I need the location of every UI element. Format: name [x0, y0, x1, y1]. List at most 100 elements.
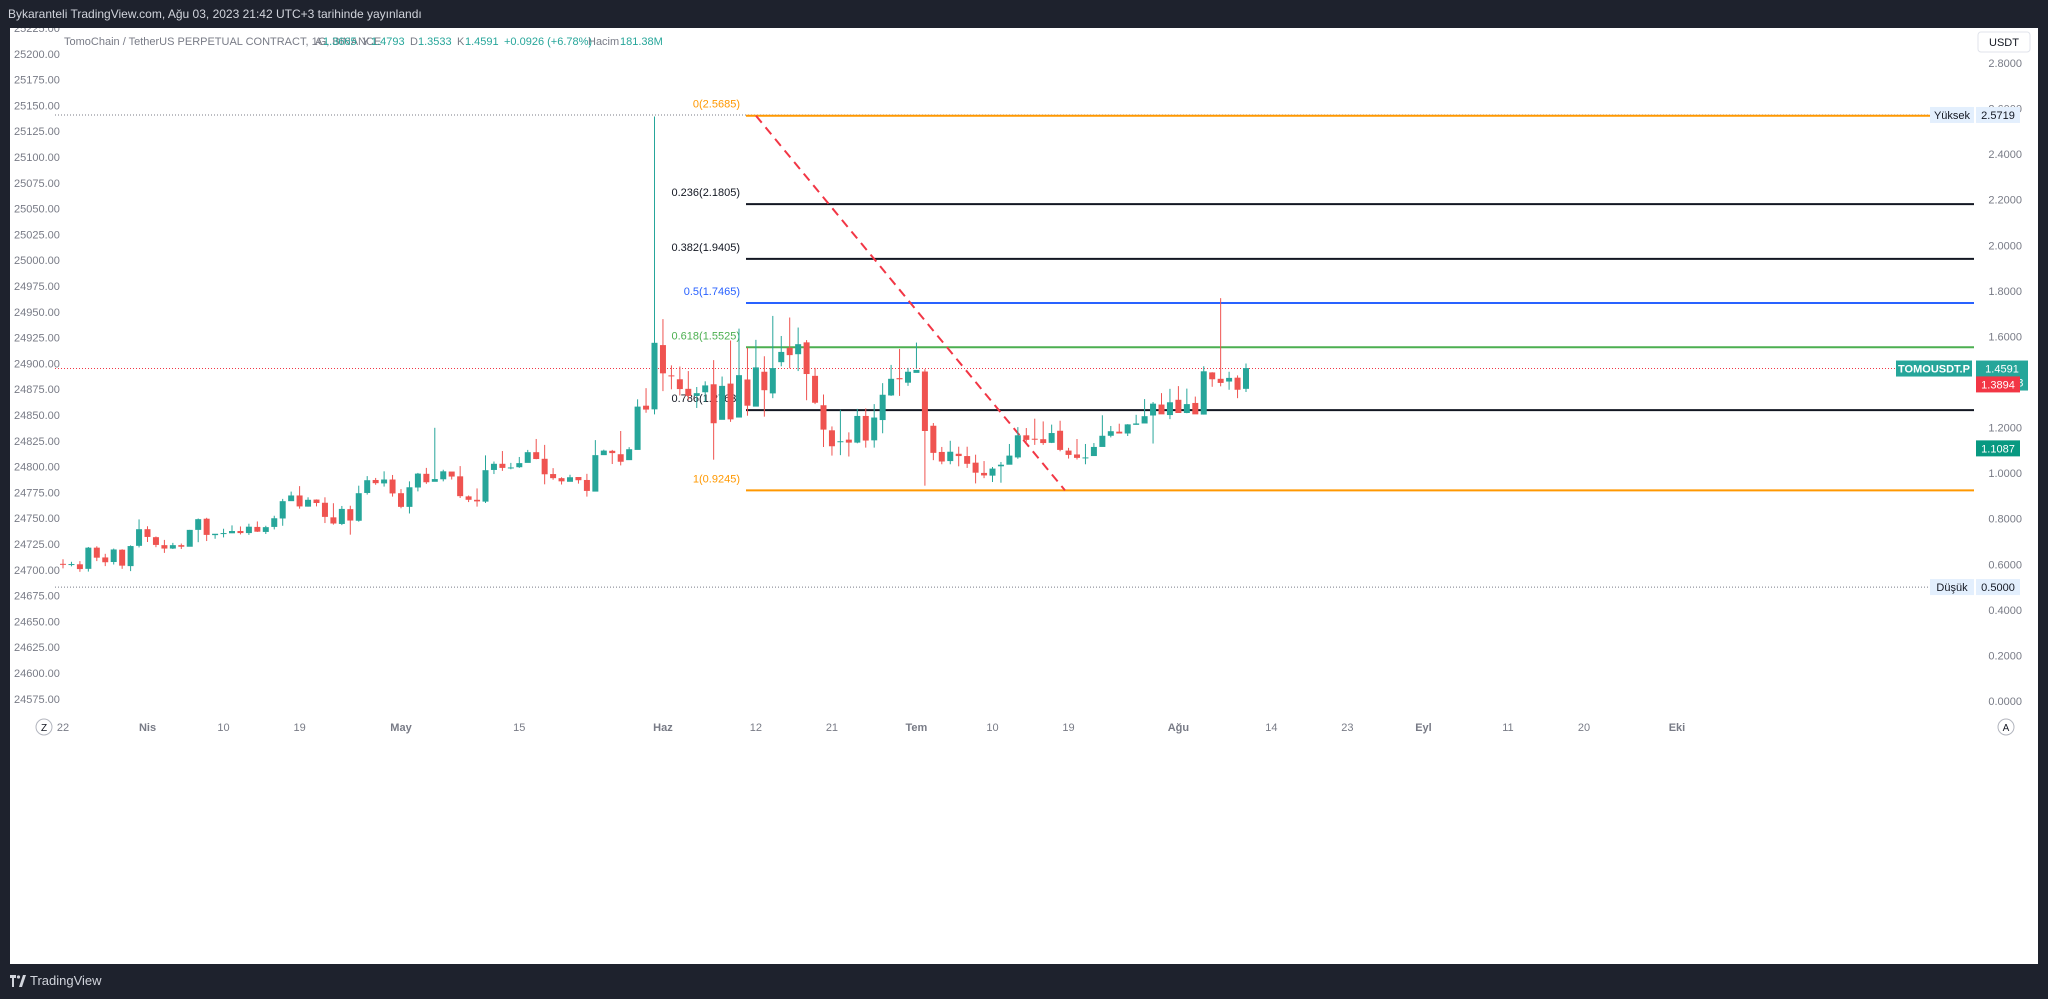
candle-body — [474, 499, 481, 502]
price-tag-bg — [1976, 440, 2020, 457]
time-axis-tick: 20 — [1578, 722, 1590, 734]
candle-body — [448, 471, 455, 477]
candle-body — [1023, 435, 1030, 440]
candle-body — [381, 479, 388, 484]
candle-body — [769, 368, 776, 394]
candle-body — [533, 452, 540, 460]
fib-trend-line[interactable] — [755, 115, 1066, 491]
candle-body — [288, 495, 295, 502]
candle-body — [516, 463, 523, 468]
right-axis-tick: 1.0000 — [1988, 468, 2022, 480]
left-axis-tick: 25025.00 — [14, 229, 60, 241]
hl-marker-bg — [1930, 106, 1974, 123]
right-axis-tick: 1.8000 — [1988, 286, 2022, 298]
candle-body — [837, 441, 844, 443]
legend-low-value: 1.3533 — [418, 36, 452, 48]
left-axis-tick: 25000.00 — [14, 255, 60, 267]
candle-body — [955, 453, 962, 457]
left-axis-tick: 25050.00 — [14, 204, 60, 216]
right-axis-tick: 0.4000 — [1988, 605, 2022, 617]
legend-volume-value: 181.38M — [620, 36, 663, 48]
candle-body — [626, 449, 633, 461]
left-axis-tick: 24750.00 — [14, 513, 60, 525]
candle-body — [921, 371, 928, 431]
candle-body — [1082, 457, 1089, 459]
hl-marker-value: 2.5719 — [1981, 110, 2015, 122]
price-tag-value: 1.3894 — [1981, 379, 2015, 391]
left-axis-tick: 24975.00 — [14, 281, 60, 293]
candle-body — [1099, 435, 1106, 447]
candle-body — [1141, 416, 1148, 424]
auto-scale-label: A — [2003, 723, 2010, 734]
candle-body — [220, 533, 227, 535]
candle-body — [905, 371, 911, 383]
candle-body — [1116, 431, 1123, 434]
candle-body — [600, 450, 607, 456]
candle-body — [76, 564, 83, 570]
tradingview-logo[interactable]: TradingView — [10, 973, 102, 988]
candle-body — [1014, 435, 1021, 458]
candle-body — [1234, 377, 1241, 390]
left-axis-tick: 24850.00 — [14, 410, 60, 422]
candle-body — [685, 388, 692, 396]
candle-body — [1006, 455, 1013, 465]
currency-button[interactable]: USDT — [1977, 31, 2031, 53]
candle-body — [567, 477, 573, 482]
candle-body — [423, 473, 430, 483]
candle-body — [575, 477, 582, 481]
right-axis-tick: 0.0000 — [1988, 696, 2022, 708]
legend-symbol: TomoChain / TetherUS PERPETUAL CONTRACT,… — [64, 36, 381, 48]
right-axis-tick: 2.8000 — [1988, 58, 2022, 70]
candle-body — [643, 405, 650, 410]
candle-body — [431, 479, 438, 482]
candle-body — [710, 384, 717, 424]
fib-level-label: 1(0.9245) — [693, 473, 740, 485]
candle-body — [127, 546, 134, 567]
candle-body — [161, 545, 168, 549]
legend-high-value: 1.4793 — [371, 36, 405, 48]
candle-body — [102, 557, 109, 563]
legend-volume-label: Hacim — [588, 36, 619, 48]
candle-body — [338, 508, 345, 524]
left-axis-tick: 24925.00 — [14, 333, 60, 345]
candle-body — [271, 518, 278, 527]
candle-body — [964, 456, 971, 464]
left-axis-tick: 24800.00 — [14, 462, 60, 474]
candle-body — [676, 379, 683, 390]
candlestick-chart[interactable]: 25225.00 25200.00 25175.00 25150.00 25125.00… — [10, 23, 2038, 964]
candle-body — [736, 375, 742, 418]
candle-body — [879, 394, 886, 421]
candle-body — [989, 468, 996, 476]
right-axis-tick: 0.6000 — [1988, 559, 2022, 571]
left-axis-tick: 24900.00 — [14, 358, 60, 370]
chart-frame[interactable]: 25225.00 25200.00 25175.00 25150.00 25125.00… — [10, 23, 2038, 964]
candle-body — [659, 345, 666, 374]
candle-body — [896, 378, 903, 380]
legend-close-label: K — [457, 36, 465, 48]
candle-body — [938, 451, 945, 462]
scale-z-button[interactable]: Z — [35, 718, 53, 736]
candle-body — [845, 439, 852, 443]
hl-marker-label: Yüksek — [1934, 110, 1971, 122]
candle-body — [406, 487, 413, 507]
tradingview-logo-icon — [10, 974, 26, 987]
candle-body — [212, 533, 219, 536]
candle-body — [820, 405, 827, 430]
candle-body — [490, 463, 497, 470]
candle-body — [1074, 454, 1080, 458]
candle-body — [1150, 403, 1157, 416]
candle-body — [136, 529, 143, 546]
left-axis-tick: 24875.00 — [14, 384, 60, 396]
candle-body — [507, 467, 514, 469]
candle-body — [229, 531, 235, 534]
candle-body — [482, 470, 489, 502]
time-axis: 22 Nis 10 19 May 15 Haz 12 21 Tem 10 19 Ağu 14 23 Eyl 11… — [57, 722, 1685, 734]
time-axis-tick: Nis — [139, 722, 156, 734]
candle-body — [727, 383, 734, 420]
candle-body — [778, 351, 785, 363]
auto-scale-button[interactable]: A — [1997, 718, 2015, 736]
candle-body — [795, 344, 802, 355]
candle-body — [169, 545, 176, 549]
candle-body — [237, 531, 244, 534]
left-axis-tick: 24600.00 — [14, 668, 60, 680]
